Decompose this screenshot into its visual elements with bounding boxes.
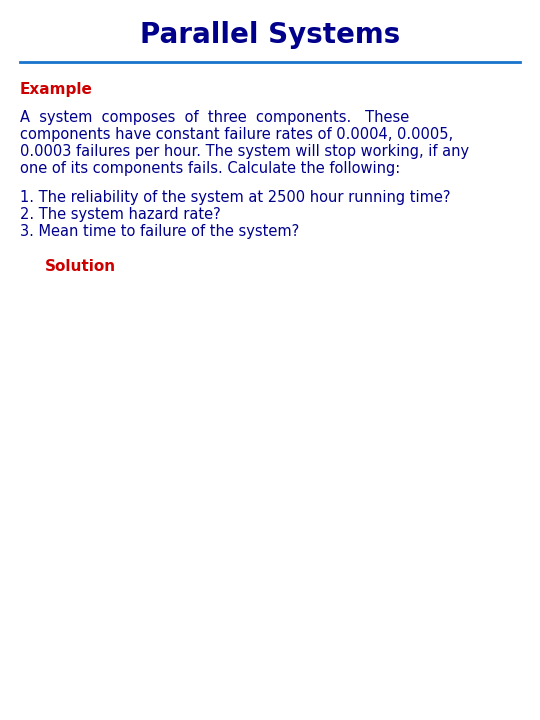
Text: 0.0003 failures per hour. The system will stop working, if any: 0.0003 failures per hour. The system wil… <box>20 144 469 159</box>
Text: one of its components fails. Calculate the following:: one of its components fails. Calculate t… <box>20 161 400 176</box>
Text: 2. The system hazard rate?: 2. The system hazard rate? <box>20 207 221 222</box>
Text: 1. The reliability of the system at 2500 hour running time?: 1. The reliability of the system at 2500… <box>20 190 450 205</box>
Text: 3. Mean time to failure of the system?: 3. Mean time to failure of the system? <box>20 224 299 239</box>
Text: Solution: Solution <box>45 259 116 274</box>
Text: Parallel Systems: Parallel Systems <box>140 21 400 49</box>
Text: components have constant failure rates of 0.0004, 0.0005,: components have constant failure rates o… <box>20 127 453 142</box>
Text: Example: Example <box>20 82 93 97</box>
Text: A  system  composes  of  three  components.   These: A system composes of three components. T… <box>20 110 409 125</box>
